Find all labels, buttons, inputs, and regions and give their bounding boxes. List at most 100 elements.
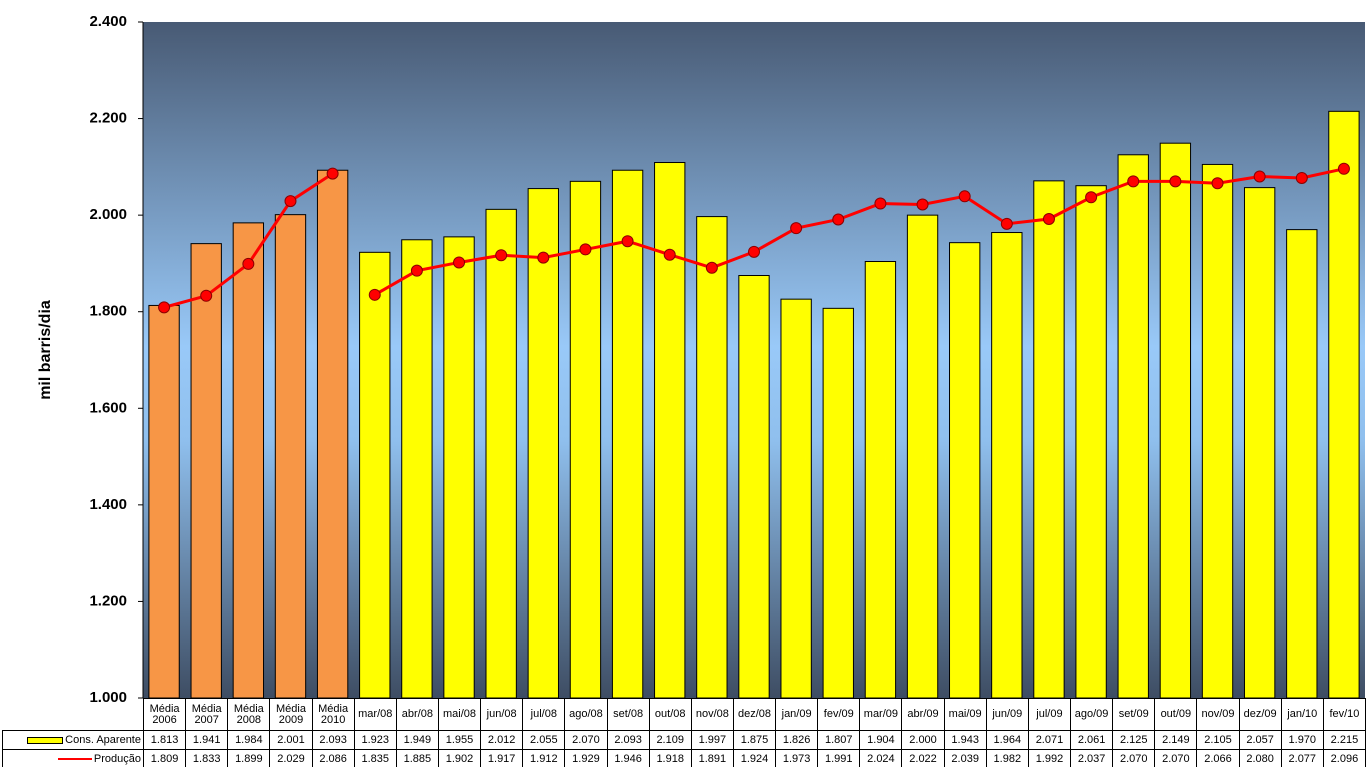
data-label: 2.093 — [606, 730, 650, 750]
data-label: 1.941 — [185, 730, 229, 750]
marker — [916, 198, 929, 211]
y-tick-label: 1.000 — [89, 689, 127, 706]
data-label: 2.022 — [901, 749, 945, 767]
bar — [822, 307, 854, 699]
legend-swatch — [57, 758, 92, 760]
marker — [1085, 191, 1098, 204]
bar — [991, 232, 1023, 699]
data-label: 1.835 — [353, 749, 397, 767]
data-label: 2.066 — [1196, 749, 1240, 767]
data-label: 2.093 — [311, 730, 355, 750]
marker — [874, 197, 887, 210]
data-label: 1.955 — [437, 730, 482, 750]
line — [374, 167, 1345, 297]
y-tick-label: 2.400 — [89, 13, 127, 30]
bar — [569, 180, 602, 699]
data-label: 1.807 — [817, 730, 861, 750]
x-tick-label: Média 2007 — [185, 698, 229, 731]
x-tick-label: ago/08 — [564, 698, 608, 731]
y-tick-label: 1.200 — [89, 592, 127, 609]
data-label: 2.071 — [1027, 730, 1072, 750]
x-tick-label: out/09 — [1154, 698, 1198, 731]
marker — [158, 301, 171, 314]
bar — [190, 243, 222, 699]
data-label: 1.809 — [143, 749, 187, 767]
x-tick-label: out/08 — [648, 698, 692, 731]
data-label: 1.982 — [985, 749, 1029, 767]
data-label: 2.077 — [1280, 749, 1324, 767]
x-tick-label: jan/10 — [1280, 698, 1324, 731]
data-label: 1.917 — [480, 749, 524, 767]
data-label: 2.001 — [269, 730, 313, 750]
marker — [284, 195, 297, 208]
bar — [1328, 110, 1360, 699]
bar — [443, 236, 475, 699]
marker — [537, 251, 550, 264]
y-tick-label: 2.000 — [89, 206, 127, 223]
marker — [368, 288, 381, 301]
bar — [611, 169, 644, 699]
marker — [410, 264, 423, 277]
legend-label: Produção — [93, 752, 141, 765]
bar — [1201, 163, 1234, 699]
data-label: 2.096 — [1322, 749, 1366, 767]
data-label: 2.149 — [1154, 730, 1198, 750]
data-label: 1.943 — [943, 730, 987, 750]
x-tick-label: dez/09 — [1238, 698, 1282, 731]
x-tick-label: fev/10 — [1322, 698, 1366, 731]
data-label: 2.057 — [1238, 730, 1282, 750]
legend-label: Cons. Aparente — [65, 733, 141, 746]
data-label: 1.912 — [522, 749, 566, 767]
data-label: 2.000 — [901, 730, 945, 750]
data-label: 1.833 — [185, 749, 229, 767]
data-label: 1.891 — [690, 749, 734, 767]
x-tick-label: abr/09 — [901, 698, 945, 731]
bar — [1117, 154, 1149, 699]
legend-swatch — [27, 736, 64, 744]
data-label: 2.070 — [1112, 749, 1156, 767]
data-label: 1.973 — [775, 749, 819, 767]
marker — [705, 261, 718, 274]
data-label: 2.086 — [311, 749, 355, 767]
marker — [326, 167, 339, 180]
marker — [832, 213, 845, 226]
x-tick-label: Média 2008 — [227, 698, 271, 731]
data-label: 1.949 — [395, 730, 439, 750]
x-tick-label: nov/08 — [690, 698, 734, 731]
x-tick-label: set/09 — [1112, 698, 1156, 731]
bar — [1075, 185, 1107, 699]
data-label: 1.946 — [606, 749, 650, 767]
y-tick-label: 2.200 — [89, 110, 127, 127]
data-label: 1.918 — [648, 749, 692, 767]
data-label: 1.929 — [564, 749, 608, 767]
x-tick-label: mar/08 — [353, 698, 397, 731]
x-tick-label: fev/09 — [817, 698, 861, 731]
bar — [906, 214, 939, 699]
bar — [1286, 229, 1318, 699]
data-label: 1.885 — [395, 749, 439, 767]
x-tick-label: jul/08 — [522, 698, 566, 731]
bar — [780, 298, 812, 699]
x-tick-label: jun/09 — [985, 698, 1029, 731]
bar — [232, 222, 265, 699]
data-label: 1.923 — [353, 730, 397, 750]
y-tick-label: 1.600 — [89, 399, 127, 416]
data-label: 1.826 — [775, 730, 819, 750]
data-label: 1.984 — [227, 730, 271, 750]
x-tick-label: mai/09 — [943, 698, 987, 731]
data-label: 1.970 — [1280, 730, 1324, 750]
marker — [495, 249, 508, 262]
bar — [738, 275, 770, 699]
data-label: 2.024 — [859, 749, 903, 767]
x-tick-label: jul/09 — [1027, 698, 1072, 731]
marker — [579, 243, 592, 256]
x-tick-label: dez/08 — [732, 698, 777, 731]
bar — [864, 260, 897, 699]
bar — [527, 188, 559, 699]
marker — [200, 289, 213, 302]
marker — [621, 235, 634, 248]
bar — [654, 162, 686, 699]
bar — [696, 216, 728, 699]
bar — [316, 169, 349, 699]
